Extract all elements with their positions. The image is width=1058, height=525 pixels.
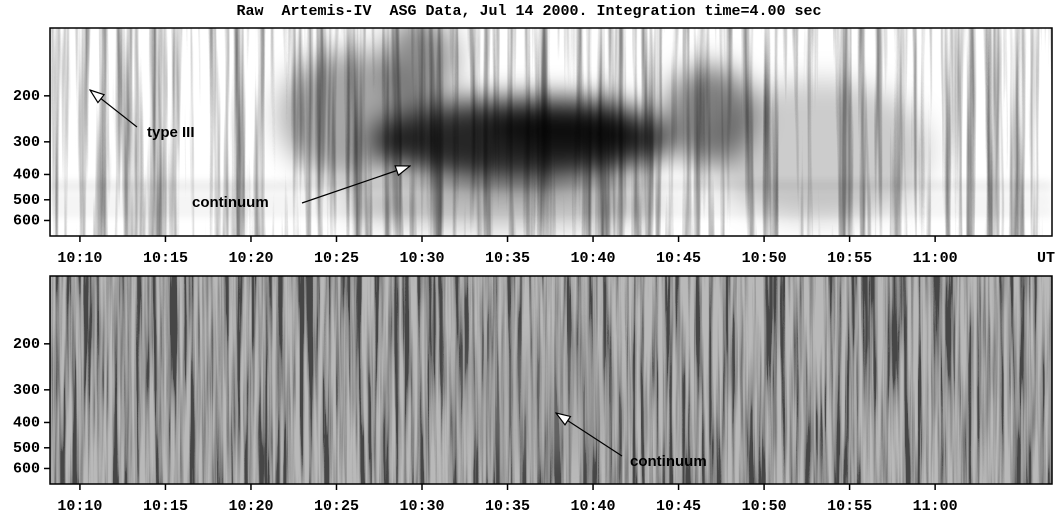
- raw-panel: type III continuum UT 200 300 400 500 600 10:…: [13, 27, 1055, 267]
- x-tick-label: 10:55: [827, 498, 872, 515]
- annotation: type III: [147, 124, 195, 141]
- y-tick-label: 500: [13, 440, 40, 457]
- x-tick-label: 10:15: [143, 250, 188, 267]
- x-tick-label: 10:35: [485, 498, 530, 515]
- x-tick-label: 11:00: [913, 498, 958, 515]
- y-tick-label: 600: [13, 460, 40, 477]
- y-tick-label: 600: [13, 212, 40, 229]
- chart-title: Raw Artemis-IV ASG Data, Jul 14 2000. In…: [236, 3, 821, 20]
- x-tick-label: 10:10: [57, 498, 102, 515]
- x-tick-label: 10:50: [742, 498, 787, 515]
- difference-panel: continuum 200 300 400 500 600 10:10 10:15 10:20…: [13, 275, 1053, 515]
- spectrum-texture: [50, 276, 1052, 484]
- x-tick-label: 10:30: [400, 498, 445, 515]
- y-tick-label: 200: [13, 336, 40, 353]
- x-tick-label: 10:25: [314, 250, 359, 267]
- x-tick-label: 10:35: [485, 250, 530, 267]
- spectrum-texture: [50, 28, 1052, 236]
- x-tick-label: 10:50: [742, 250, 787, 267]
- annotation: continuum: [630, 453, 707, 470]
- x-tick-label: 10:45: [656, 498, 701, 515]
- y-tick-label: 400: [13, 414, 40, 431]
- x-tick-label: 10:10: [57, 250, 102, 267]
- x-tick-label: 10:40: [571, 250, 616, 267]
- x-tick-label: 10:40: [571, 498, 616, 515]
- annotation: continuum: [192, 194, 269, 211]
- x-tick-label: 10:20: [228, 250, 273, 267]
- y-tick-label: 300: [13, 134, 40, 151]
- x-tick-label: 10:45: [656, 250, 701, 267]
- x-tick-label: 11:00: [913, 250, 958, 267]
- y-tick-label: 400: [13, 166, 40, 183]
- x-axis-label: UT: [1037, 250, 1055, 267]
- x-tick-label: 10:30: [400, 250, 445, 267]
- x-tick-label: 10:55: [827, 250, 872, 267]
- x-tick-label: 10:25: [314, 498, 359, 515]
- y-tick-label: 500: [13, 192, 40, 209]
- x-tick-label: 10:20: [228, 498, 273, 515]
- y-tick-label: 300: [13, 382, 40, 399]
- x-tick-label: 10:15: [143, 498, 188, 515]
- y-tick-label: 200: [13, 88, 40, 105]
